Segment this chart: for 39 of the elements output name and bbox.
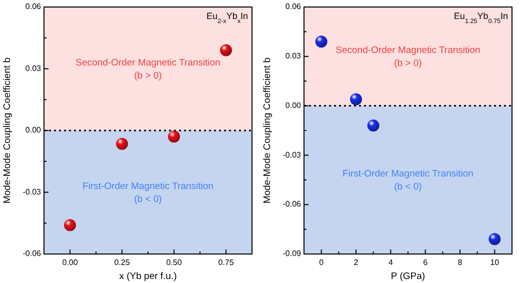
y-tick-label: -0.06 (282, 200, 302, 209)
point (350, 93, 362, 106)
band-label: First-Order Magnetic Transition (b < 0) (342, 168, 474, 192)
band-label: Second-Order Magnetic Transition (b > 0) (76, 57, 220, 82)
point (315, 36, 328, 48)
point (64, 219, 76, 232)
x-tick-label: 6 (423, 258, 428, 267)
annotation: Eu$_{1.25}$Yb$_{0.75}$In (454, 11, 508, 24)
band-label: Second-Order Magnetic Transition (b > 0) (336, 44, 480, 69)
x-tick-label: 4 (388, 258, 394, 267)
x-tick-label: 8 (458, 258, 463, 267)
annotation: Eu$_{2-x}$Yb$_{x}$In (206, 11, 248, 24)
x-tick-label: 0.00 (62, 258, 78, 267)
x-tick-label: 2 (354, 258, 359, 267)
y-tick-label: -0.09 (282, 249, 302, 258)
band-label: First-Order Magnetic Transition (b < 0) (82, 180, 214, 205)
point (168, 130, 180, 143)
y-tick-label: 0.03 (25, 64, 42, 73)
x-tick-label: 0 (319, 258, 324, 267)
point (220, 44, 232, 56)
y-axis-title: Mode-Mode Coupling Coefficient b (262, 57, 273, 204)
y-axis-title: Mode-Mode Coupling Coefficient b (2, 57, 13, 204)
x-axis-title: P (GPa) (390, 271, 426, 282)
y-tick-label: -0.03 (282, 150, 302, 160)
point (488, 233, 501, 246)
x-axis-title: x (Yb per f.u.) (119, 271, 177, 282)
x-tick-label: 0.75 (218, 258, 234, 267)
y-tick-label: -0.03 (22, 187, 42, 196)
point (367, 120, 380, 132)
x-tick-label: 10 (490, 258, 500, 267)
x-tick-label: 0.50 (166, 258, 182, 267)
y-tick-label: 0.00 (285, 100, 302, 110)
x-tick-label: 0.25 (114, 258, 130, 267)
y-tick-label: 0.00 (25, 126, 42, 135)
y-tick-label: -0.06 (22, 249, 42, 258)
point (116, 138, 128, 150)
y-tick-label: 0.06 (285, 2, 302, 12)
y-tick-label: 0.03 (285, 52, 302, 61)
y-tick-label: 0.06 (25, 2, 42, 12)
